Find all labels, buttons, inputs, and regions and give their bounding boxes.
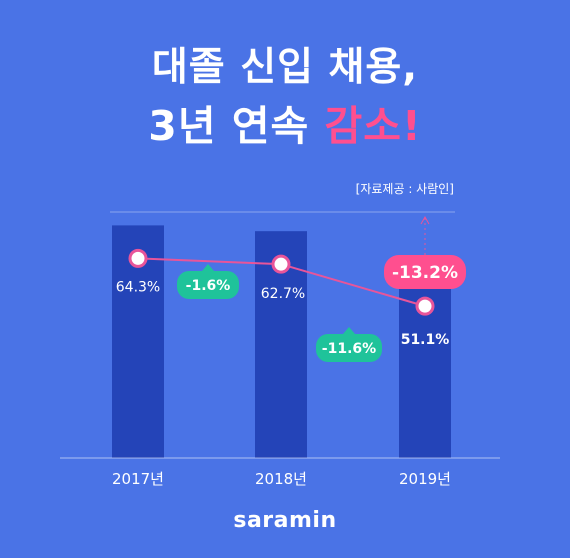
data-label-2: 51.1% [401,332,450,348]
chart-title-line2: 3년 연속 감소! [0,92,570,152]
span-arrow-up [420,215,430,225]
series-line-segment-0 [137,257,282,266]
x-tick-label-2: 2019년 [399,470,451,488]
change-label-1: -11.6% [322,341,376,357]
change-badge-pointer-1 [343,327,355,334]
x-tick-label-1: 2018년 [255,470,307,488]
total-change-label: -13.2% [392,263,458,283]
title-prefix: 3년 연속 [148,102,325,150]
change-badge-1 [316,334,382,362]
change-badge-0 [177,271,239,299]
series-line-segment-1 [280,263,426,308]
data-label-1: 62.7% [261,286,305,302]
data-label-0: 64.3% [116,279,160,295]
line-point-1 [271,254,291,274]
source-credit: [자료제공 : 사람인] [355,182,454,196]
chart-title-line1: 대졸 신입 채용, [151,45,419,90]
line-point-2 [415,296,435,316]
x-tick-label-0: 2017년 [112,470,164,488]
brand-logo: saramin [233,508,337,533]
change-label-0: -1.6% [186,278,231,294]
total-change-badge [384,255,466,289]
change-badge-pointer-0 [202,264,214,271]
title-highlight: 감소! [324,102,422,150]
line-point-0 [128,248,148,268]
